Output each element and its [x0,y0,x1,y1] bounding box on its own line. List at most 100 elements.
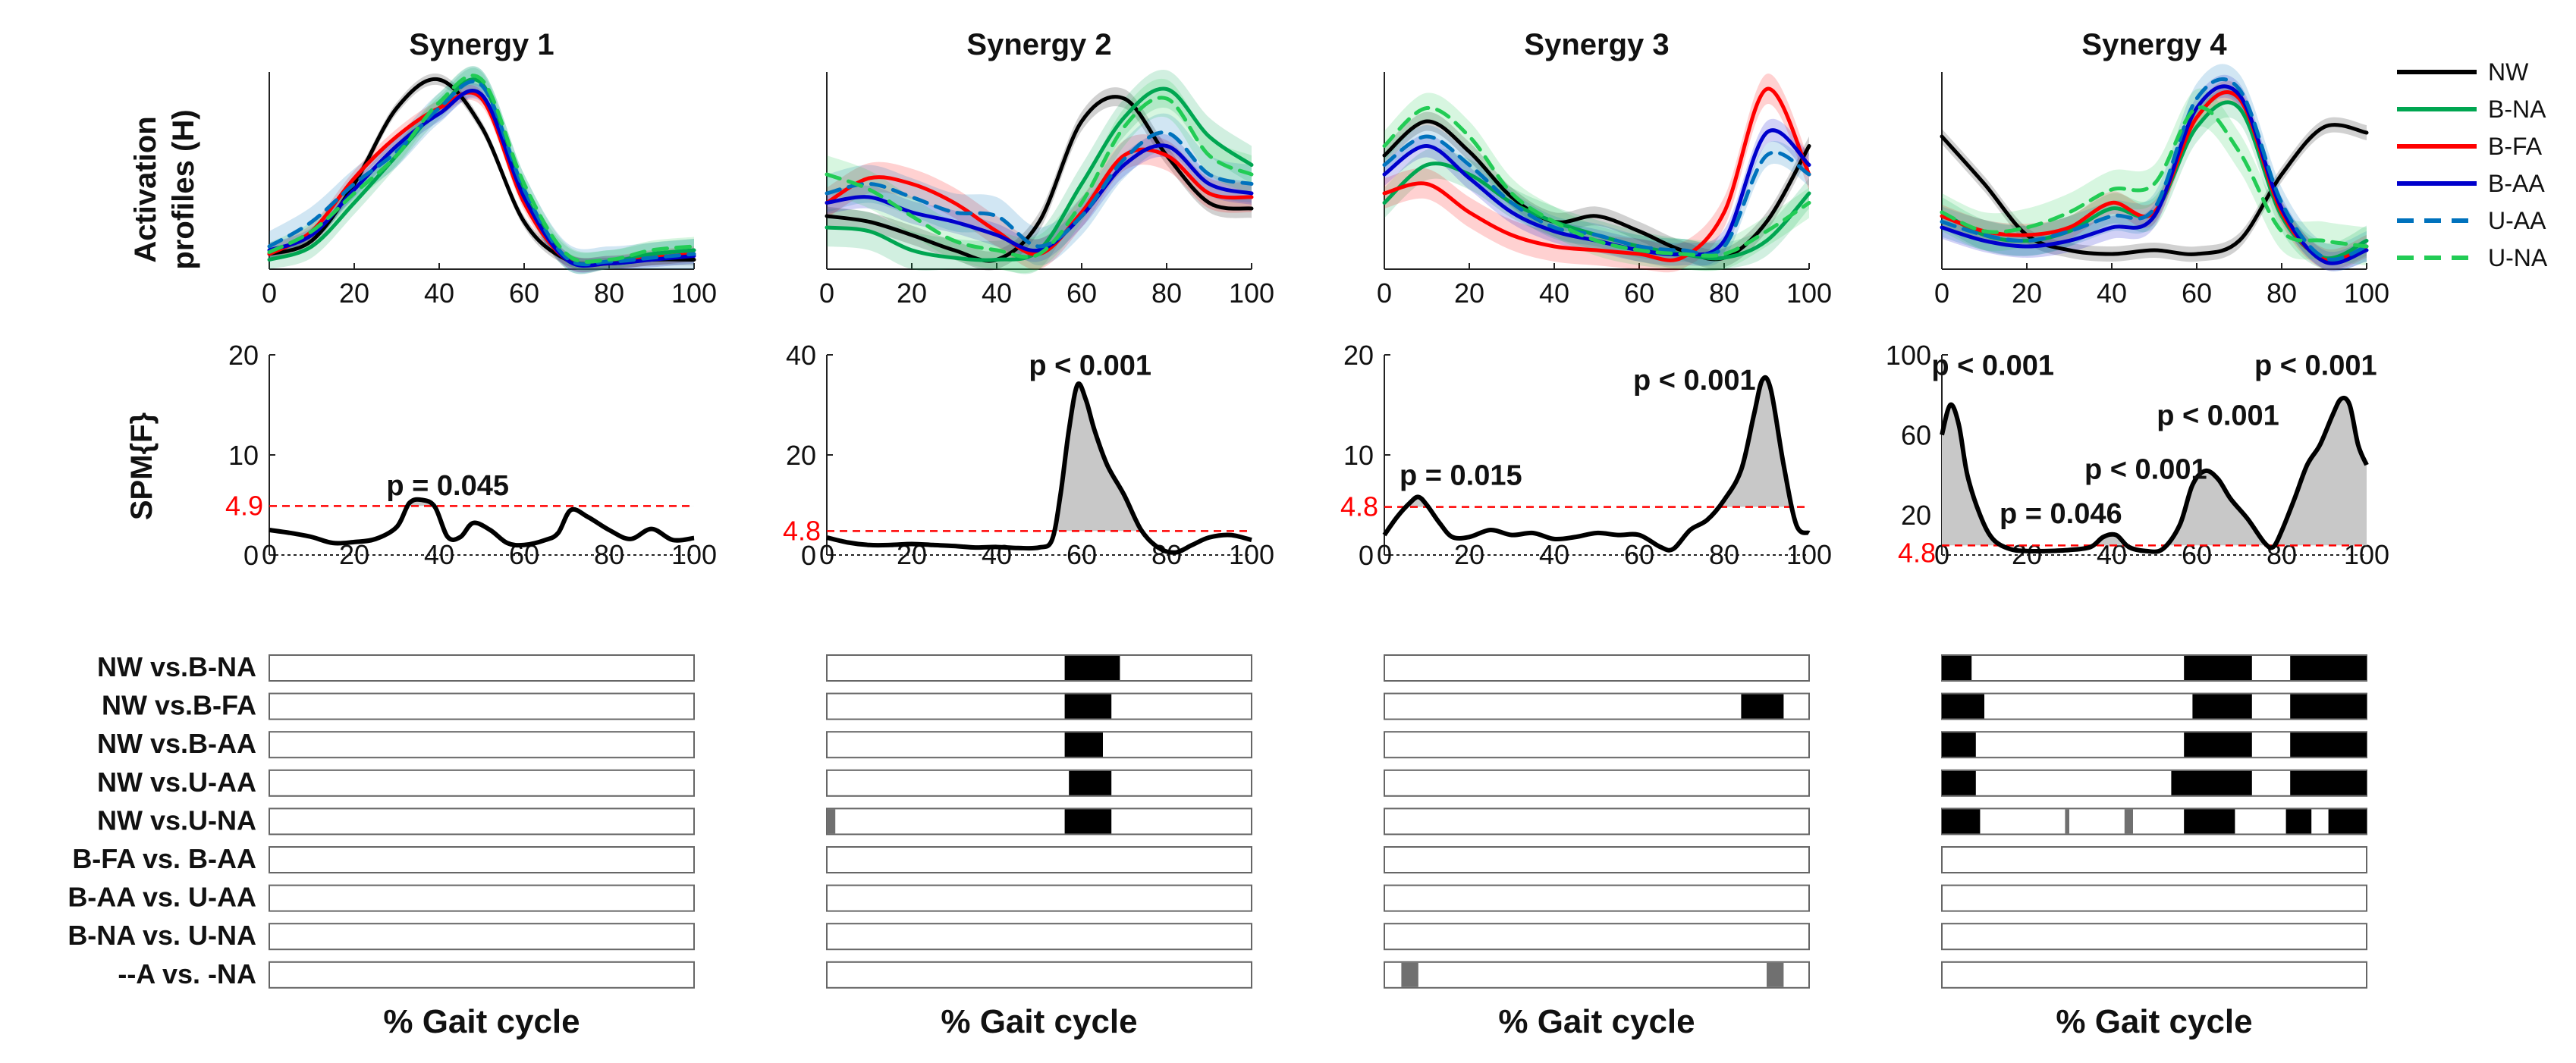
activation-x-tick-label: 40 [2097,278,2127,309]
posthoc-sig-segment [1942,732,1976,757]
panel-title: Synergy 4 [2081,28,2227,61]
activation-band-U-NA [827,78,1252,274]
activation-band-U-NA [1942,88,2367,266]
posthoc-bar-frame [826,884,1252,912]
comparison-label: NW vs.B-NA [97,651,256,682]
posthoc-sig-segment [1942,656,1972,680]
spm-suprathreshold-area [1406,377,1792,507]
posthoc-sig-segment [827,809,836,834]
comparison-labels: NW vs.B-NA NW vs.B-FA NW vs.B-AA NW vs.U-AA… [68,651,256,989]
posthoc-bar-frame [1384,807,1810,836]
spm-p-value-label: p < 0.001 [1633,365,1756,397]
comparison-label: --A vs. -NA [118,958,256,989]
activation-x-tick-label: 60 [509,278,539,309]
activation-x-tick-label: 100 [1229,278,1274,309]
posthoc-bar-frame [826,923,1252,951]
spm-suprathreshold-area [827,384,1252,532]
spm-statistic-line [1382,375,1811,553]
activation-line-B-AA [267,88,696,268]
activation-x-tick-label: 100 [671,278,717,309]
panel-title: Synergy 3 [1524,28,1669,61]
spm-p-value-label: p < 0.001 [1931,350,2054,381]
activation-line-U-NA [267,74,696,264]
posthoc-bar-frame [1384,846,1810,873]
activation-band-U-AA [1942,64,2367,271]
activation-x-tick-label: 40 [1539,278,1569,309]
posthoc-bar-frame [269,692,695,720]
activation-x-tick-label: 80 [2267,278,2297,309]
posthoc-bar-frame [269,769,695,797]
activation-line-NW [825,95,1254,263]
panel-title: Synergy 2 [966,28,1111,61]
spm-y-tick-label: 20 [786,440,816,471]
activation-x-tick-label: 60 [1624,278,1654,309]
spm-y-tick-label: 60 [1901,420,1931,451]
posthoc-sig-segment [1064,809,1112,834]
posthoc-bar-frame [826,961,1252,989]
activation-band-B-FA [1942,80,2367,271]
spm-x-tick-label: 0 [1377,539,1392,570]
comparison-label: NW vs.U-NA [97,804,256,836]
activation-x-tick-label: 80 [594,278,624,309]
activation-band-B-AA [269,83,694,273]
activation-band-B-FA [827,134,1252,270]
posthoc-sig-segment [2328,809,2367,834]
legend-label: U-AA [2488,207,2546,234]
spm-p-value-label: p = 0.046 [2000,498,2122,530]
activation-band-B-NA [1942,86,2367,270]
posthoc-bar-frame [269,807,695,836]
posthoc-sig-segment [1064,732,1103,757]
spm-suprathreshold-area [1942,397,2367,546]
spm-threshold-label: 4.8 [1340,491,1378,522]
legend: NW B-NA B-FA B-AA U-AA U-NA [2397,58,2548,271]
legend-label: B-AA [2488,170,2545,197]
spm-y-tick-label: 100 [1886,340,1931,371]
posthoc-bar-frame [826,769,1252,797]
activation-x-tick-label: 80 [1709,278,1739,309]
spm-x-tick-label: 0 [1934,539,1949,570]
activation-x-tick-label: 0 [1377,278,1392,309]
comparison-label: NW vs.B-FA [102,690,256,721]
posthoc-bar-frame [269,731,695,759]
activation-x-tick-label: 20 [339,278,369,309]
posthoc-bar-frame [826,807,1252,836]
posthoc-bar-frame [826,654,1252,682]
activation-band-U-AA [1384,125,1809,266]
posthoc-bar-frame [1384,692,1810,720]
spm-x-tick-label: 80 [1709,539,1739,570]
posthoc-bar-frame [1941,846,2367,873]
activation-x-tick-label: 100 [1786,278,1832,309]
spm-y-tick-label: 20 [1343,340,1374,371]
activation-x-tick-label: 20 [2012,278,2042,309]
spm-y-tick-label: 0 [801,540,816,571]
posthoc-bar-frame [1384,654,1810,682]
spm-x-tick-label: 40 [424,539,454,570]
posthoc-sig-segment [1767,962,1784,987]
activation-ylabel-line2: profiles (H) [167,109,200,269]
spm-x-tick-label: 20 [1454,539,1484,570]
spm-x-tick-label: 40 [1539,539,1569,570]
spm-p-value-label: p < 0.001 [2084,454,2207,486]
spm-y-tick-label: 10 [228,440,259,471]
activation-x-tick-label: 20 [1454,278,1484,309]
posthoc-sig-segment [2290,732,2367,757]
posthoc-sig-segment [1064,694,1112,719]
spm-y-tick-label: 40 [786,340,816,371]
spm-x-tick-label: 20 [2012,539,2042,570]
activation-x-tick-label: 40 [424,278,454,309]
spm-p-value-label: p = 0.045 [386,470,509,502]
spm-statistic-line [1940,395,2369,554]
posthoc-sig-segment [2290,694,2367,719]
posthoc-sig-segment [1064,656,1120,680]
posthoc-bar-frame [1384,961,1810,989]
spm-x-tick-label: 80 [594,539,624,570]
activation-x-tick-label: 40 [982,278,1012,309]
activation-x-tick-label: 60 [1067,278,1097,309]
posthoc-sig-segment [2184,732,2252,757]
activation-line-U-AA [1940,77,2369,262]
posthoc-sig-segment [2192,694,2252,719]
activation-line-B-NA [825,86,1254,262]
activation-line-B-FA [1382,86,1811,262]
